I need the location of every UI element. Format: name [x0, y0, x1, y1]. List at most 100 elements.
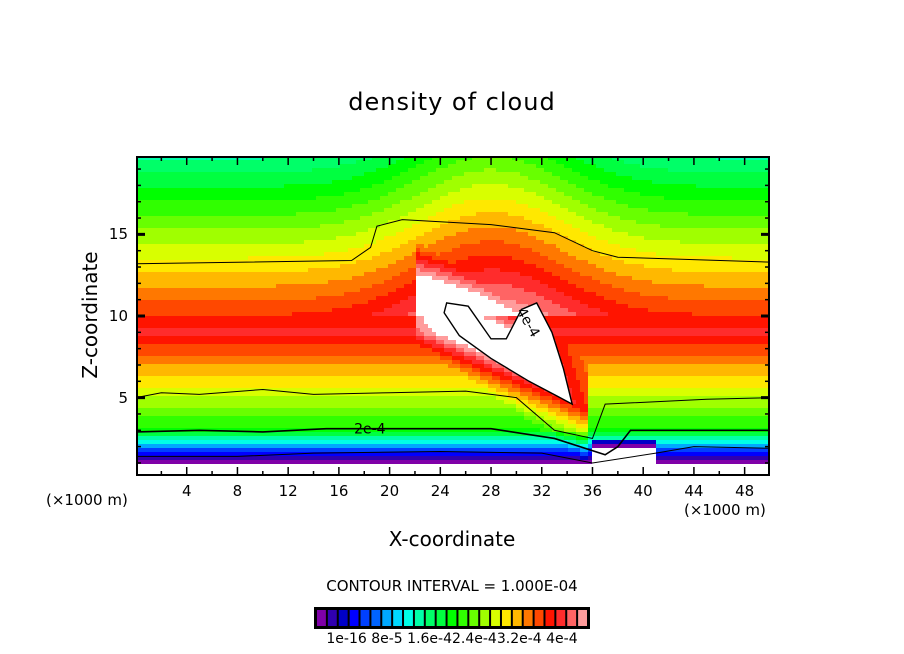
field-cell: [580, 216, 584, 220]
field-cell: [480, 228, 484, 232]
field-cell: [416, 168, 420, 172]
field-cell: [436, 188, 440, 192]
field-cell: [460, 232, 464, 236]
field-cell: [252, 220, 256, 224]
field-cell: [200, 244, 204, 248]
field-cell: [540, 212, 544, 216]
field-cell: [308, 188, 312, 192]
field-cell: [164, 196, 168, 200]
field-cell: [404, 220, 408, 224]
field-cell: [484, 180, 488, 184]
field-cell: [576, 276, 580, 280]
field-cell: [220, 228, 224, 232]
field-cell: [500, 208, 504, 212]
field-cell: [648, 260, 652, 264]
field-cell: [204, 208, 208, 212]
field-cell: [436, 256, 440, 260]
field-cell: [400, 260, 404, 264]
field-cell: [260, 252, 264, 256]
field-cell: [604, 264, 608, 268]
field-cell: [712, 260, 716, 264]
field-cell: [668, 244, 672, 248]
field-cell: [720, 256, 724, 260]
field-cell: [520, 248, 524, 252]
field-cell: [524, 228, 528, 232]
field-cell: [280, 252, 284, 256]
field-cell: [732, 264, 736, 268]
field-cell: [476, 160, 480, 164]
field-cell: [328, 228, 332, 232]
field-cell: [500, 264, 504, 268]
field-cell: [404, 196, 408, 200]
field-cell: [428, 192, 432, 196]
field-cell: [300, 240, 304, 244]
field-cell: [324, 224, 328, 228]
field-cell: [184, 236, 188, 240]
field-cell: [732, 216, 736, 220]
field-cell: [376, 220, 380, 224]
field-cell: [284, 196, 288, 200]
field-cell: [548, 272, 552, 276]
field-cell: [704, 196, 708, 200]
field-cell: [596, 252, 600, 256]
field-cell: [748, 272, 752, 276]
field-cell: [528, 212, 532, 216]
field-cell: [360, 196, 364, 200]
field-cell: [548, 196, 552, 200]
field-cell: [368, 236, 372, 240]
field-cell: [740, 168, 744, 172]
field-cell: [412, 228, 416, 232]
field-cell: [412, 272, 416, 276]
field-cell: [540, 252, 544, 256]
field-cell: [176, 244, 180, 248]
field-cell: [468, 232, 472, 236]
field-cell: [632, 212, 636, 216]
field-cell: [508, 212, 512, 216]
field-cell: [740, 236, 744, 240]
field-cell: [296, 212, 300, 216]
field-cell: [724, 240, 728, 244]
field-cell: [672, 212, 676, 216]
field-cell: [476, 248, 480, 252]
field-cell: [420, 204, 424, 208]
field-cell: [188, 260, 192, 264]
field-cell: [748, 240, 752, 244]
field-cell: [376, 216, 380, 220]
field-cell: [600, 168, 604, 172]
field-cell: [256, 204, 260, 208]
field-cell: [476, 216, 480, 220]
field-cell: [244, 240, 248, 244]
field-cell: [140, 260, 144, 264]
field-cell: [316, 232, 320, 236]
field-cell: [304, 264, 308, 268]
field-cell: [292, 244, 296, 248]
field-cell: [748, 160, 752, 164]
field-cell: [388, 276, 392, 280]
field-cell: [484, 196, 488, 200]
field-cell: [636, 200, 640, 204]
field-cell: [412, 264, 416, 268]
field-cell: [556, 200, 560, 204]
field-cell: [588, 228, 592, 232]
field-cell: [376, 232, 380, 236]
field-cell: [668, 188, 672, 192]
field-cell: [220, 256, 224, 260]
field-cell: [672, 176, 676, 180]
field-cell: [368, 268, 372, 272]
field-cell: [436, 216, 440, 220]
field-cell: [656, 264, 660, 268]
field-cell: [416, 244, 420, 248]
field-cell: [484, 220, 488, 224]
field-cell: [572, 192, 576, 196]
field-cell: [664, 164, 668, 168]
field-cell: [620, 224, 624, 228]
field-cell: [316, 272, 320, 276]
field-cell: [336, 216, 340, 220]
field-cell: [548, 168, 552, 172]
field-cell: [500, 192, 504, 196]
field-cell: [152, 200, 156, 204]
field-cell: [368, 188, 372, 192]
field-cell: [588, 212, 592, 216]
field-cell: [352, 208, 356, 212]
field-cell: [448, 192, 452, 196]
